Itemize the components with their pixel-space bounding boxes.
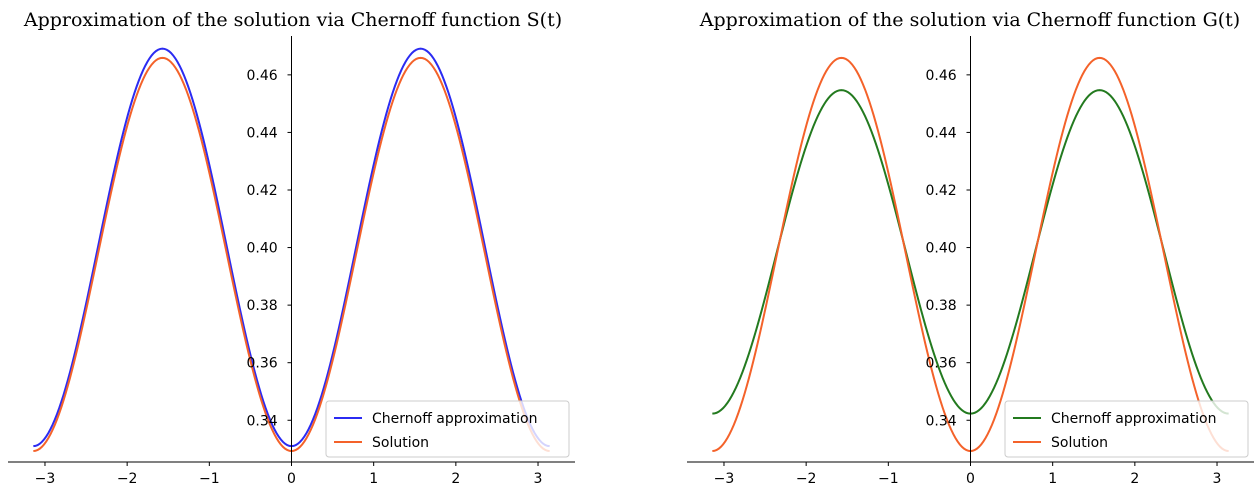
chart-title: Approximation of the solution via Cherno… xyxy=(23,9,562,31)
y-tick-label: 0.38 xyxy=(926,298,957,314)
y-tick-label: 0.44 xyxy=(926,125,957,141)
legend: Chernoff approximation Solution xyxy=(1004,400,1249,458)
y-tick-label: 0.36 xyxy=(926,356,957,372)
legend: Chernoff approximation Solution xyxy=(325,400,570,458)
legend-box xyxy=(1004,400,1249,458)
x-tick-label: 1 xyxy=(1048,471,1057,487)
y-tick-label: 0.42 xyxy=(926,183,957,199)
y-tick-label: 0.46 xyxy=(926,68,957,84)
y-tick-label: 0.34 xyxy=(247,413,278,429)
x-tick-label: 2 xyxy=(1130,471,1139,487)
y-tick-label: 0.42 xyxy=(247,183,278,199)
y-tick-label: 0.46 xyxy=(247,68,278,84)
chart-panel-2: Approximation of the solution via Cherno… xyxy=(687,9,1254,487)
chart-title: Approximation of the solution via Cherno… xyxy=(699,9,1240,31)
x-tick-label: 1 xyxy=(369,471,378,487)
y-tick-label: 0.38 xyxy=(247,298,278,314)
x-tick-label: 2 xyxy=(451,471,460,487)
x-tick-label: −1 xyxy=(199,471,220,487)
x-tick-label: −2 xyxy=(117,471,138,487)
x-tick-label: 0 xyxy=(966,471,975,487)
legend-box xyxy=(325,400,570,458)
x-tick-label: 3 xyxy=(534,471,543,487)
legend-label: Solution xyxy=(372,435,429,451)
y-tick-label: 0.44 xyxy=(247,125,278,141)
x-tick-label: 3 xyxy=(1213,471,1222,487)
y-tick-label: 0.40 xyxy=(247,241,278,257)
y-tick-label: 0.40 xyxy=(926,241,957,257)
y-tick-label: 0.36 xyxy=(247,356,278,372)
legend-label: Chernoff approximation xyxy=(372,411,537,427)
x-tick-label: 0 xyxy=(287,471,296,487)
chart-panel-1: Approximation of the solution via Cherno… xyxy=(8,9,575,487)
x-tick-label: −1 xyxy=(878,471,899,487)
legend-label: Solution xyxy=(1051,435,1108,451)
x-tick-label: −2 xyxy=(796,471,817,487)
y-tick-label: 0.34 xyxy=(926,413,957,429)
x-tick-label: −3 xyxy=(714,471,735,487)
legend-label: Chernoff approximation xyxy=(1051,411,1216,427)
x-tick-label: −3 xyxy=(35,471,56,487)
